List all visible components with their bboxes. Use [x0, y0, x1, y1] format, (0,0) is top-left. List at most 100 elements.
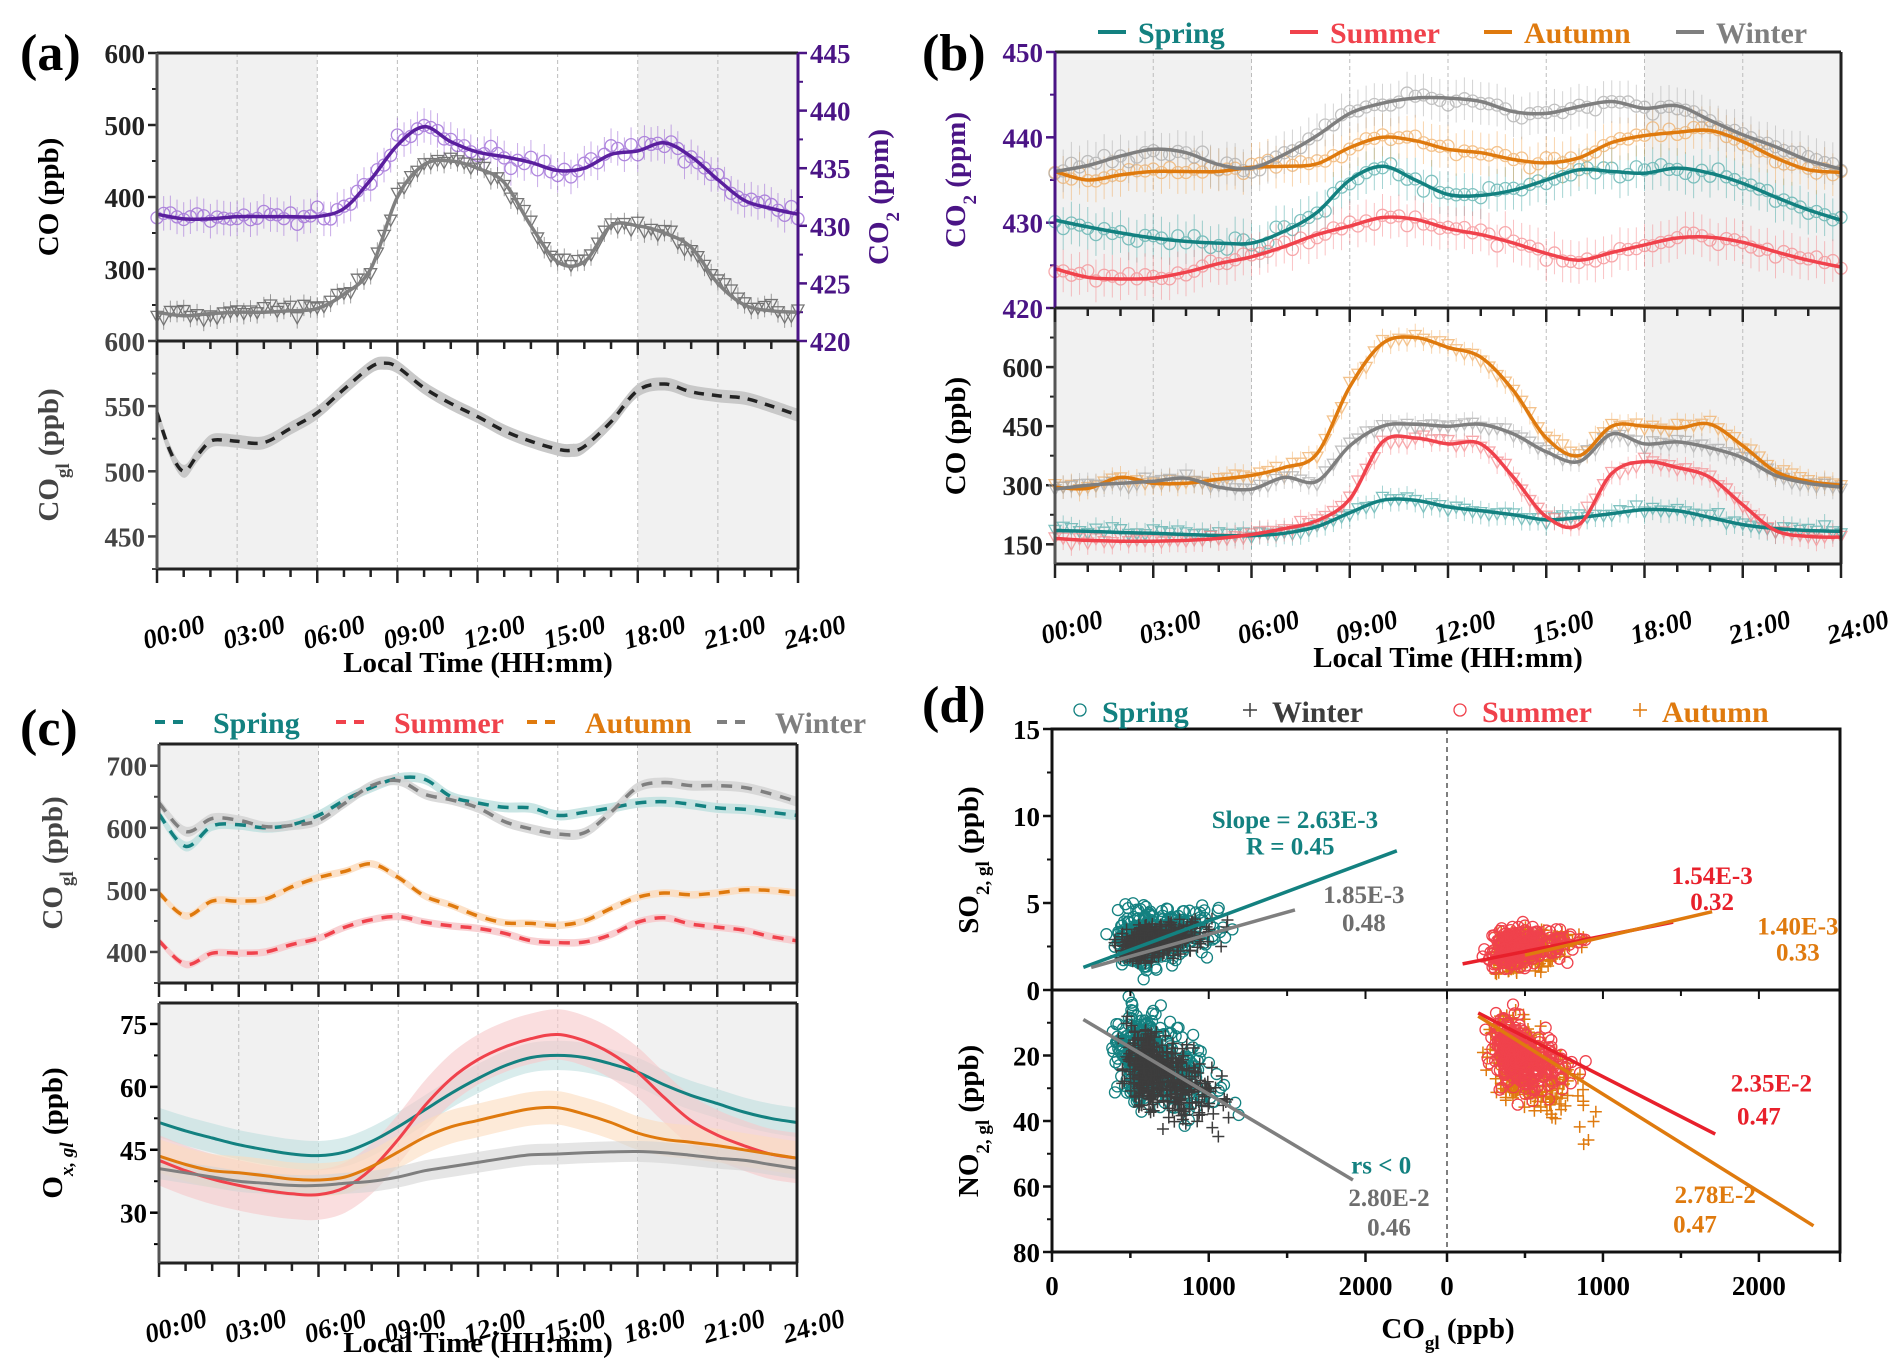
y-axis-title-co: CO (ppb)	[940, 377, 972, 495]
axis-title-part: CO	[863, 221, 895, 265]
data-point	[410, 122, 425, 136]
y-tick-label: 500	[105, 457, 146, 487]
x-tick-label: 21:00	[699, 1303, 769, 1350]
legend-item-autumn: Autumn	[1484, 17, 1631, 50]
scatter-point	[1492, 938, 1506, 951]
data-point	[1326, 415, 1341, 429]
scatter-point	[1196, 1108, 1209, 1121]
cogl-line	[155, 361, 799, 474]
data-point	[1580, 148, 1594, 162]
data-point	[317, 212, 331, 226]
scatter-point	[1132, 1080, 1145, 1093]
scatter-point	[1128, 1090, 1141, 1102]
data-point	[1244, 471, 1259, 485]
data-point	[1711, 508, 1726, 522]
scatter-point	[1139, 1025, 1152, 1038]
axis-title-part: CO (ppb)	[33, 138, 65, 256]
scatter-point	[1545, 1108, 1558, 1121]
scatter-point	[1108, 933, 1121, 946]
scatter-point	[1127, 1059, 1140, 1072]
data-point	[1637, 506, 1652, 520]
scatter-point	[1169, 1087, 1182, 1100]
legend-label: Summer	[1330, 17, 1440, 50]
data-point	[1465, 506, 1480, 520]
legend-label: Winter	[775, 707, 866, 740]
data-point	[1310, 206, 1324, 220]
data-point	[1432, 433, 1447, 447]
scatter-point	[1183, 944, 1196, 957]
data-point	[1081, 154, 1095, 169]
data-point	[1686, 105, 1701, 119]
data-point	[1056, 521, 1071, 535]
scatter-point	[1109, 1056, 1122, 1069]
data-point	[1416, 88, 1431, 102]
scatter-point	[1154, 1021, 1167, 1035]
data-point	[1621, 420, 1636, 434]
data-point	[657, 139, 672, 154]
scatter-point	[1188, 1066, 1201, 1079]
scatter-point	[1156, 1122, 1169, 1135]
scatter-point	[1134, 1082, 1147, 1095]
data-point	[290, 312, 305, 326]
data-point	[1449, 94, 1463, 108]
data-point	[1457, 347, 1472, 361]
data-point	[1138, 268, 1152, 282]
data-point	[417, 118, 431, 133]
data-point	[630, 216, 645, 230]
scatter-point	[1196, 899, 1209, 912]
y-axis-title-ox: Ox, gl (ppb)	[37, 1067, 78, 1198]
data-point	[1375, 491, 1390, 505]
panel-label-d: (d)	[922, 677, 986, 734]
scatter-point	[1146, 1098, 1159, 1111]
scatter-point	[1162, 919, 1175, 932]
legend-item-spring: Spring	[1098, 17, 1225, 50]
data-point	[1318, 433, 1333, 447]
x-tick-label: 03:00	[1136, 604, 1205, 650]
scatter-point	[1163, 1015, 1177, 1028]
autumn-band	[159, 1090, 797, 1197]
data-point	[1555, 439, 1570, 453]
y-tick-label: 300	[1003, 471, 1044, 501]
data-point	[1474, 191, 1488, 205]
data-point	[1793, 200, 1807, 214]
scatter-point	[1186, 1028, 1200, 1041]
data-point	[163, 206, 178, 220]
data-point	[1612, 420, 1628, 434]
data-point	[1384, 98, 1398, 112]
axis-title-part: (ppm)	[863, 129, 895, 212]
data-point	[283, 206, 298, 220]
data-point	[1653, 505, 1668, 519]
data-point	[1596, 138, 1611, 153]
scatter-point	[1518, 919, 1532, 932]
scatter-point	[1157, 1028, 1170, 1041]
data-point	[1653, 423, 1668, 437]
data-point	[1449, 440, 1464, 454]
y-tick-label: 450	[1003, 38, 1044, 68]
y-tick-label: 150	[1003, 530, 1044, 560]
y-axis-title-cogl: COgl (ppb)	[33, 388, 74, 521]
spring-ox-line	[158, 1053, 798, 1158]
legend-item-spring: Spring	[155, 707, 300, 740]
scatter-point	[1175, 1092, 1188, 1105]
data-point	[691, 156, 705, 170]
summer-co2-line	[1054, 215, 1842, 281]
data-point	[1514, 513, 1529, 527]
y-tick-label: 500	[105, 111, 146, 141]
scatter-point	[1203, 1097, 1216, 1110]
scatter-point	[1147, 1004, 1160, 1018]
data-point	[1588, 254, 1603, 268]
scatter-point	[1201, 1075, 1214, 1088]
data-point	[1498, 181, 1512, 196]
data-point	[350, 273, 365, 287]
data-point	[283, 300, 298, 314]
data-point	[263, 207, 278, 222]
scatter-point	[1526, 926, 1539, 939]
data-point	[403, 170, 418, 184]
data-point	[1530, 502, 1546, 516]
data-point	[1334, 180, 1349, 194]
axis-title-part: gl	[57, 871, 78, 886]
data-point	[1433, 93, 1447, 107]
data-point	[384, 148, 398, 162]
scatter-point	[1215, 940, 1228, 953]
scatter-point	[1141, 1083, 1154, 1096]
